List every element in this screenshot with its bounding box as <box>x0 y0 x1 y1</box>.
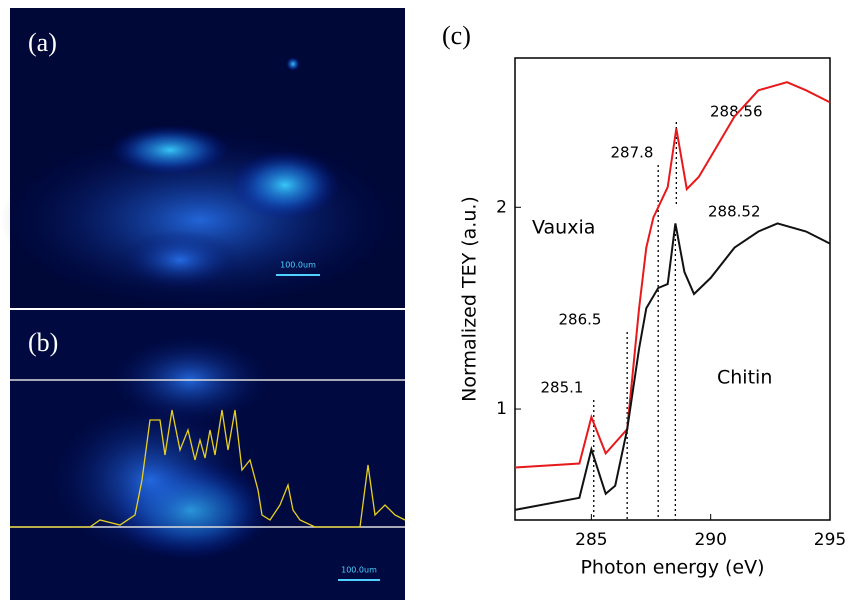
x-tick-label: 295 <box>814 530 846 550</box>
series-line <box>514 222 831 511</box>
panel-a: (a) 100.0um <box>0 8 405 310</box>
scale-bar-label: 100.0um <box>280 261 316 270</box>
series-name: Vauxia <box>532 217 595 239</box>
y-tick-label: 2 <box>496 197 507 217</box>
peak-label: 288.56 <box>710 103 763 121</box>
y-axis-label: Normalized TEY (a.u.) <box>459 196 481 402</box>
glow <box>110 125 230 175</box>
peak-label: 288.52 <box>708 203 761 221</box>
peak-label: 286.5 <box>559 311 602 329</box>
panel-label: (a) <box>28 28 57 57</box>
glow <box>120 230 240 290</box>
x-tick-label: 285 <box>575 530 607 550</box>
peak-label: 287.8 <box>611 144 654 162</box>
peak-label: 285.1 <box>541 379 584 397</box>
panel-b: (b) 100.0um <box>10 310 406 600</box>
x-axis-label: Photon energy (eV) <box>580 557 764 579</box>
series-name: Chitin <box>717 367 772 389</box>
plot-frame <box>514 57 831 521</box>
glow <box>230 150 340 220</box>
series-line <box>514 81 831 469</box>
intensity-profile <box>10 409 406 528</box>
x-tick-label: 290 <box>694 530 726 550</box>
glow <box>286 57 300 71</box>
y-tick-label: 1 <box>496 399 507 419</box>
panel-label: (b) <box>28 328 58 357</box>
panel-label: (c) <box>442 21 471 50</box>
scale-bar-label: 100.0um <box>341 566 377 575</box>
